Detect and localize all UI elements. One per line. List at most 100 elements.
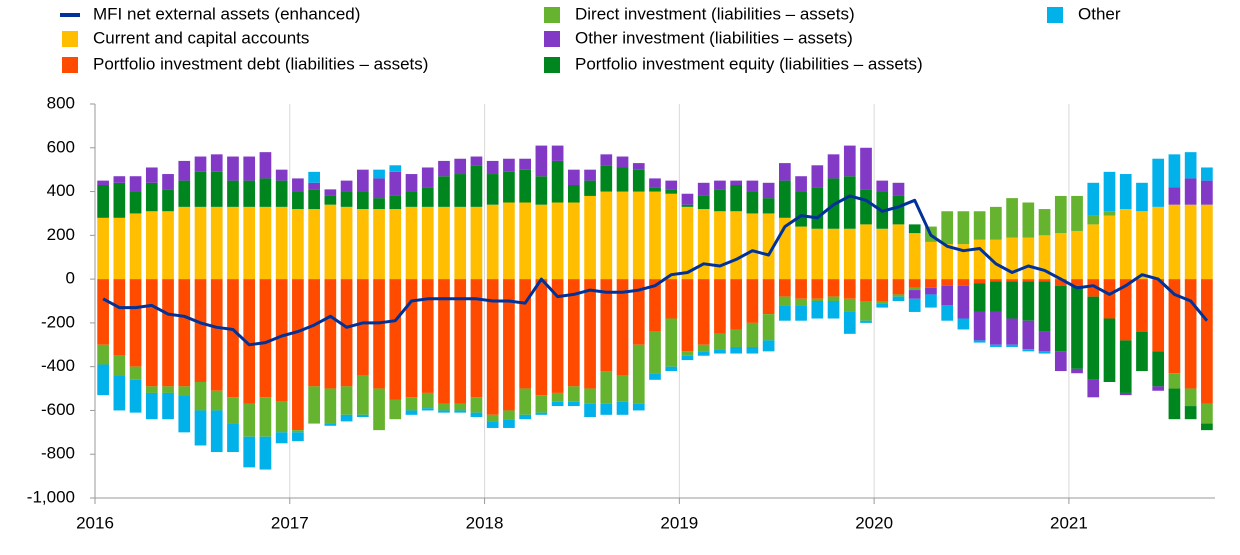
bar-segment <box>616 167 629 192</box>
bar-segment <box>957 285 970 319</box>
bar-segment <box>356 209 369 280</box>
bar-segment <box>892 182 905 196</box>
bar-segment <box>567 184 580 203</box>
bar-segment <box>97 344 109 365</box>
bar-segment <box>194 381 207 411</box>
bar-segment <box>746 322 759 347</box>
legend-label: MFI net external assets (enhanced) <box>93 4 360 23</box>
bar-segment <box>1071 368 1083 374</box>
bar-segment <box>697 209 710 280</box>
bar-segment <box>421 206 434 280</box>
bar-segment <box>957 211 970 245</box>
bar-segment <box>665 366 678 372</box>
bar-segment <box>600 279 613 372</box>
bar-segment <box>876 303 889 308</box>
bar-segment <box>681 351 694 356</box>
legend-label: Other <box>1078 4 1121 23</box>
bar-segment <box>519 158 531 170</box>
bar-segment <box>405 397 418 411</box>
bar-segment <box>908 298 921 312</box>
bar-segment <box>227 397 239 424</box>
bar-segment <box>145 279 158 387</box>
bar-segment <box>1006 281 1018 319</box>
bar-segment <box>1038 331 1051 352</box>
bar-segment <box>584 279 596 389</box>
bar-segment <box>259 397 272 437</box>
bar-segment <box>373 209 385 280</box>
bar-segment <box>243 403 256 437</box>
bar-segment <box>503 202 515 280</box>
bar-segment <box>827 296 840 301</box>
bar-segment <box>957 244 970 280</box>
bar-segment <box>616 375 629 402</box>
bar-segment <box>827 228 840 280</box>
bar-segment <box>665 193 678 280</box>
bar-segment <box>1168 373 1181 389</box>
bar-segment <box>243 156 256 181</box>
bar-segment <box>178 279 191 387</box>
bar-segment <box>97 180 109 185</box>
bar-segment <box>162 279 174 387</box>
bar-segment <box>113 355 126 376</box>
bar-segment <box>908 287 921 291</box>
y-tick-label: -600 <box>41 400 75 419</box>
bar-segment <box>600 403 613 415</box>
bar-segment <box>373 198 385 210</box>
bar-segment <box>649 178 661 188</box>
bar-segment <box>1038 281 1051 332</box>
bar-segment <box>1168 388 1181 420</box>
bar-segment <box>714 180 726 190</box>
bar-segment <box>1168 279 1181 374</box>
bar-segment <box>1201 204 1213 280</box>
bar-segment <box>649 279 661 332</box>
bar-segment <box>227 206 239 280</box>
bar-segment <box>405 279 418 398</box>
bar-segment <box>308 209 320 280</box>
bar-segment <box>892 296 905 301</box>
line <box>102 194 1209 347</box>
bar-segment <box>762 314 775 341</box>
bar-segment <box>551 145 564 161</box>
bar-segment <box>665 180 678 190</box>
bar-segment <box>162 189 174 212</box>
bar-segment <box>1201 403 1213 424</box>
bar-segment <box>973 340 986 343</box>
bar-segment <box>941 211 954 245</box>
y-tick-label: 800 <box>47 93 75 112</box>
bar-segment <box>1168 204 1181 280</box>
bar-segment <box>941 244 954 280</box>
bar-segment <box>503 171 515 203</box>
bar-segment <box>811 279 824 299</box>
x-tick-label: 2017 <box>271 513 309 532</box>
bar-segment <box>925 279 937 288</box>
bar-segment <box>860 224 872 280</box>
bar-segment <box>746 213 759 280</box>
bar-segment <box>373 178 385 199</box>
bar-segment <box>454 158 467 175</box>
bar-segment <box>860 147 872 190</box>
bar-segment <box>308 171 320 183</box>
bar-segment <box>470 206 483 280</box>
bar-segment <box>129 279 142 367</box>
bar-segment <box>243 436 256 468</box>
bar-segment <box>1184 204 1197 280</box>
bar-segment <box>113 279 126 356</box>
bar-segment <box>860 301 872 321</box>
bar-segment <box>762 182 775 199</box>
bar-segment <box>129 176 142 192</box>
bar-segment <box>275 206 288 280</box>
y-tick-label: 200 <box>47 225 75 244</box>
bar-segment <box>908 290 921 299</box>
bar-segment <box>714 211 726 280</box>
bar-segment <box>129 191 142 214</box>
bar-segment <box>389 195 402 210</box>
x-tick-label: 2018 <box>466 513 504 532</box>
x-tick-label: 2019 <box>660 513 698 532</box>
bar-segment <box>1087 224 1100 280</box>
bar-segment <box>470 279 483 398</box>
bar-segment <box>129 213 142 280</box>
bar-segment <box>275 279 288 402</box>
legend-key <box>1047 7 1063 23</box>
bar-segment <box>730 346 743 354</box>
bar-segment <box>1087 296 1100 380</box>
